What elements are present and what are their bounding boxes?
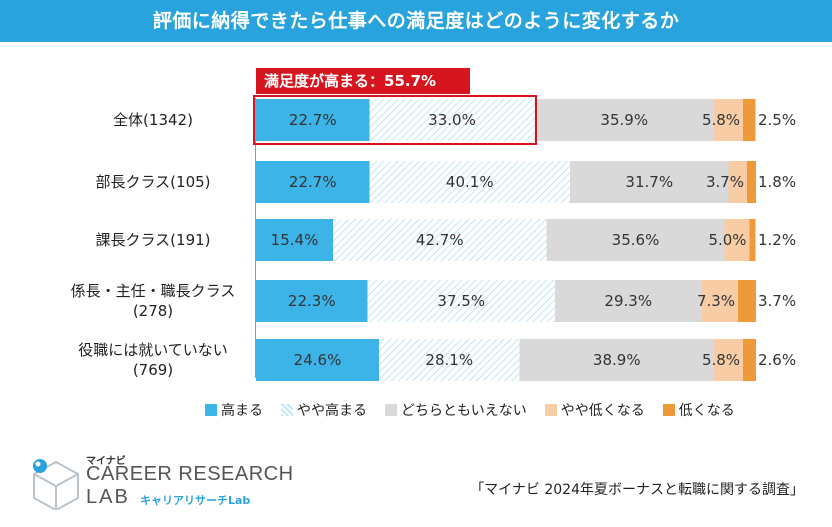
data-label: 5.0%	[708, 231, 747, 249]
data-label: 1.8%	[758, 173, 797, 191]
category-label: 係長・主任・職長クラス (278)	[60, 281, 246, 321]
data-label: 31.7%	[625, 173, 674, 191]
bar-segment-yaya-hikuku	[714, 339, 743, 381]
legend-item-yaya-takamaru: やや高まる	[281, 400, 367, 420]
bar-segment-dochira-tomo	[519, 339, 714, 381]
data-label: 42.7%	[415, 231, 464, 249]
bar-segment-takamaru	[256, 339, 379, 381]
data-label: 7.3%	[696, 292, 736, 310]
data-label: 1.2%	[758, 231, 797, 249]
data-label: 35.9%	[600, 111, 649, 129]
bar-segment-hikuku	[743, 99, 756, 141]
source-citation: 「マイナビ 2024年夏ボーナスと転職に関する調査」	[470, 482, 804, 498]
logo-lab: LAB	[86, 486, 130, 508]
bar-segment-takamaru	[256, 161, 370, 203]
legend-item-yaya-hikuku: やや低くなる	[544, 400, 645, 420]
data-label: 15.4%	[270, 231, 319, 249]
category-label-line: 係長・主任・職長クラス	[70, 282, 236, 300]
logo-title: CAREER RESEARCH	[86, 463, 294, 485]
bar-segment-yaya-hikuku	[714, 99, 743, 141]
bar-segment-hikuku	[749, 219, 756, 261]
data-label: 3.7%	[758, 292, 797, 310]
data-label: 3.7%	[705, 173, 745, 191]
bar-segment-hikuku	[738, 280, 756, 322]
bar-segment-takamaru	[256, 219, 333, 261]
category-label-line: 部長クラス(105)	[95, 173, 211, 191]
category-label-line: 役職には就いていない	[78, 341, 228, 359]
bar-segment-dochira-tomo	[534, 99, 714, 141]
legend-swatch	[205, 404, 217, 416]
legend-label: やや低くなる	[560, 403, 645, 419]
category-label-line: 課長クラス(191)	[95, 231, 211, 249]
legend-swatch	[281, 404, 293, 416]
data-label: 5.8%	[701, 351, 741, 369]
legend-swatch	[544, 404, 557, 416]
data-label: 2.5%	[758, 111, 797, 129]
bar-row	[256, 161, 756, 203]
category-label: 全体(1342)	[60, 110, 246, 130]
bar-segment-yaya-takamaru	[369, 161, 570, 203]
bar-segment-yaya-takamaru	[333, 219, 547, 261]
legend-label: 高まる	[221, 403, 263, 419]
bar-segment-yaya-hikuku	[724, 219, 750, 261]
bar-segment-yaya-takamaru	[369, 99, 535, 141]
chart-baseline	[255, 98, 256, 378]
bar-segment-yaya-hikuku	[728, 161, 747, 203]
bar-segment-dochira-tomo	[555, 280, 702, 322]
bar-row	[256, 339, 756, 381]
logo-subtitle: キャリアリサーチLab	[140, 494, 251, 507]
bar-segment-yaya-hikuku	[701, 280, 738, 322]
data-label: 22.3%	[287, 292, 336, 310]
chart-legend: 高まる やや高まる どちらともいえない やや低くなる 低くなる	[205, 400, 735, 420]
data-label: 2.6%	[758, 351, 797, 369]
category-label: 部長クラス(105)	[60, 172, 246, 192]
category-label-line: 全体(1342)	[113, 111, 193, 129]
legend-item-hikuku: 低くなる	[662, 400, 735, 420]
bar-segment-takamaru	[256, 280, 368, 322]
bar-segment-takamaru	[256, 99, 370, 141]
data-label: 28.1%	[425, 351, 474, 369]
legend-item-takamaru: 高まる	[205, 400, 263, 420]
logo-brand: マイナビ	[86, 456, 126, 467]
legend-swatch	[385, 404, 397, 416]
data-label: 35.6%	[611, 231, 660, 249]
legend-swatch	[662, 404, 675, 416]
bar-segment-dochira-tomo	[546, 219, 725, 261]
bar-segment-dochira-tomo	[570, 161, 729, 203]
cube-logo-icon	[33, 459, 79, 510]
chart-title-banner: 評価に納得できたら仕事への満足度はどのように変化するか	[0, 0, 832, 42]
data-label: 37.5%	[437, 292, 486, 310]
data-label: 22.7%	[288, 173, 337, 191]
legend-item-dochira-tomo: どちらともいえない	[385, 400, 527, 420]
category-label-line: (769)	[132, 361, 174, 379]
bar-row	[256, 280, 756, 322]
bar-segment-yaya-takamaru	[379, 339, 520, 381]
category-label-line: (278)	[132, 302, 174, 320]
category-label: 役職には就いていない (769)	[60, 340, 246, 380]
data-label: 38.9%	[592, 351, 641, 369]
data-label: 29.3%	[604, 292, 653, 310]
career-research-lab-logo: マイナビ CAREER RESEARCH LAB キャリアリサーチLab	[30, 452, 293, 512]
bar-row	[256, 219, 756, 261]
highlight-callout: 満足度が高まる：55.7%	[256, 68, 470, 94]
data-label: 24.6%	[293, 351, 342, 369]
bar-segment-hikuku	[747, 161, 756, 203]
legend-label: やや高まる	[297, 403, 367, 419]
data-label: 33.0%	[428, 111, 476, 129]
bar-segment-yaya-takamaru	[367, 280, 555, 322]
data-label: 22.7%	[288, 111, 337, 129]
category-label: 課長クラス(191)	[60, 230, 246, 250]
bar-segment-hikuku	[743, 339, 756, 381]
legend-label: 低くなる	[678, 403, 735, 419]
bar-row	[256, 99, 756, 141]
data-label: 5.8%	[701, 111, 741, 129]
data-label: 40.1%	[445, 173, 494, 191]
legend-label: どちらともいえない	[401, 403, 527, 419]
